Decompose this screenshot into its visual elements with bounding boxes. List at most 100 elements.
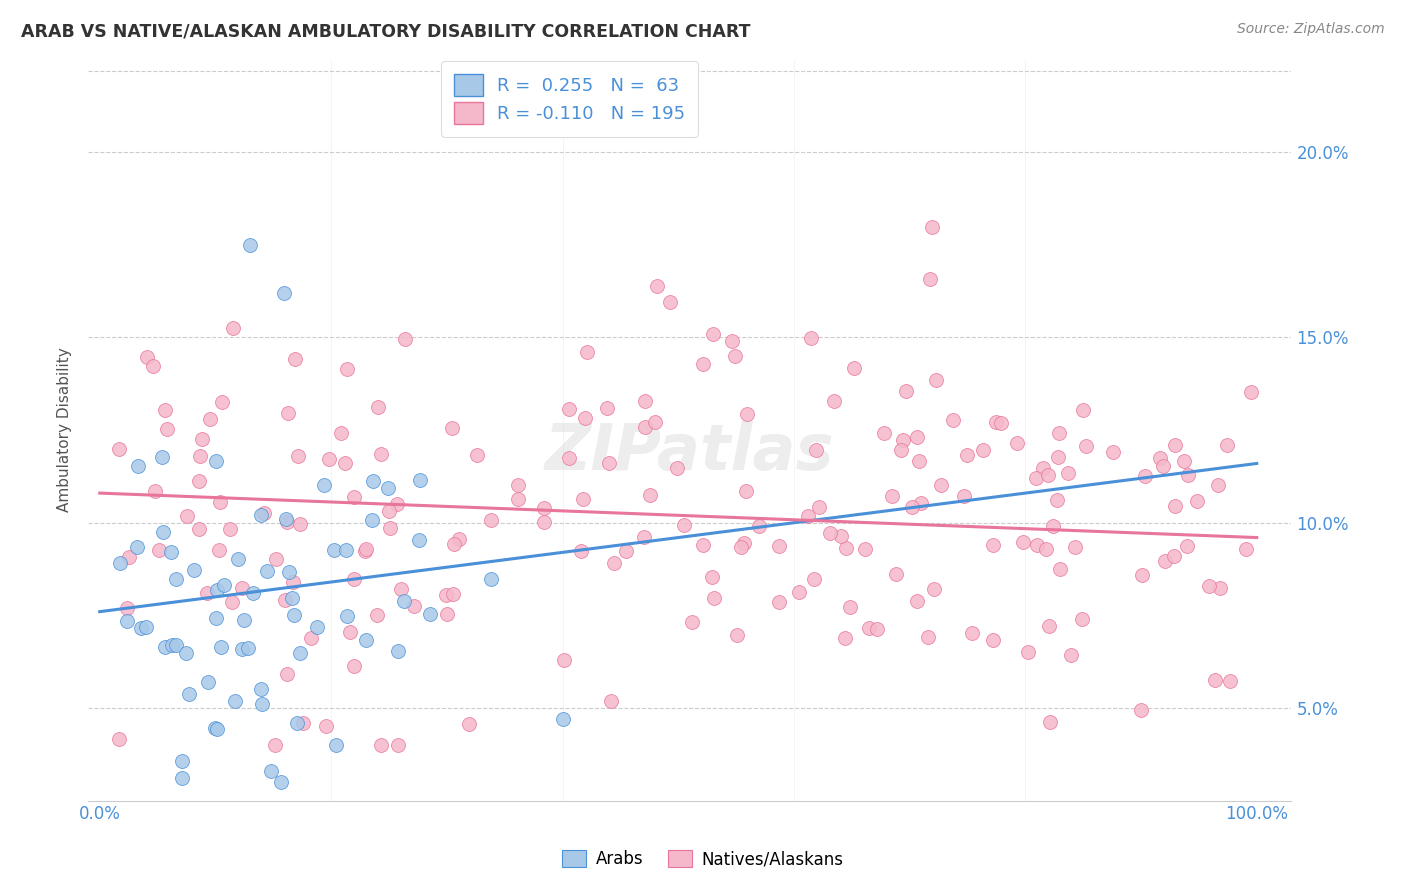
Point	[1076, 439, 1098, 453]
Point	[575, 115, 598, 129]
Point	[838, 599, 860, 614]
Point	[231, 582, 253, 596]
Point	[1047, 450, 1070, 464]
Point	[156, 422, 179, 436]
Point	[960, 626, 983, 640]
Point	[1175, 539, 1198, 553]
Point	[280, 591, 302, 605]
Point	[115, 614, 138, 628]
Point	[1017, 645, 1039, 659]
Point	[479, 513, 502, 527]
Point	[804, 443, 827, 458]
Point	[638, 488, 661, 502]
Point	[1204, 673, 1226, 688]
Point	[1047, 425, 1070, 440]
Point	[1206, 478, 1229, 492]
Point	[1005, 436, 1028, 450]
Point	[195, 586, 218, 600]
Point	[942, 413, 965, 427]
Point	[692, 357, 714, 371]
Point	[242, 586, 264, 600]
Point	[835, 541, 858, 555]
Point	[884, 566, 907, 581]
Point	[160, 545, 183, 559]
Point	[315, 718, 337, 732]
Point	[917, 630, 939, 644]
Point	[666, 461, 689, 475]
Point	[250, 697, 273, 711]
Point	[921, 219, 943, 234]
Point	[354, 544, 377, 558]
Point	[1153, 554, 1175, 568]
Point	[1063, 540, 1085, 554]
Point	[408, 533, 430, 547]
Point	[136, 350, 159, 364]
Point	[820, 525, 842, 540]
Point	[378, 503, 401, 517]
Point	[890, 442, 912, 457]
Point	[176, 509, 198, 524]
Point	[823, 393, 845, 408]
Point	[274, 593, 297, 607]
Point	[797, 508, 820, 523]
Point	[733, 536, 755, 550]
Point	[263, 738, 285, 752]
Text: Source: ZipAtlas.com: Source: ZipAtlas.com	[1237, 22, 1385, 37]
Point	[553, 653, 575, 667]
Point	[273, 285, 295, 300]
Point	[224, 694, 246, 708]
Point	[598, 456, 620, 470]
Point	[205, 610, 228, 624]
Point	[1032, 461, 1054, 475]
Point	[1198, 579, 1220, 593]
Point	[276, 667, 298, 681]
Y-axis label: Ambulatory Disability: Ambulatory Disability	[58, 348, 72, 513]
Point	[283, 607, 305, 622]
Point	[692, 538, 714, 552]
Point	[725, 628, 748, 642]
Point	[218, 522, 240, 536]
Point	[250, 681, 273, 696]
Point	[981, 538, 1004, 552]
Point	[256, 564, 278, 578]
Point	[681, 615, 703, 629]
Point	[600, 694, 623, 708]
Point	[458, 717, 481, 731]
Point	[633, 530, 655, 544]
Point	[834, 631, 856, 645]
Point	[441, 586, 464, 600]
Point	[222, 320, 245, 334]
Point	[506, 478, 529, 492]
Point	[188, 450, 211, 464]
Point	[1163, 549, 1185, 564]
Point	[204, 721, 226, 735]
Point	[981, 633, 1004, 648]
Point	[165, 638, 187, 652]
Point	[551, 712, 574, 726]
Point	[165, 573, 187, 587]
Point	[603, 557, 626, 571]
Point	[343, 659, 366, 673]
Point	[1240, 384, 1263, 399]
Point	[370, 447, 392, 461]
Point	[142, 359, 165, 373]
Point	[207, 542, 229, 557]
Point	[305, 619, 328, 633]
Point	[385, 498, 408, 512]
Point	[335, 543, 357, 558]
Point	[436, 607, 458, 621]
Point	[387, 738, 409, 752]
Point	[226, 552, 249, 566]
Point	[1046, 493, 1069, 508]
Point	[735, 408, 758, 422]
Point	[191, 432, 214, 446]
Point	[575, 344, 598, 359]
Point	[205, 722, 228, 736]
Point	[1234, 541, 1257, 556]
Point	[333, 456, 356, 470]
Point	[209, 640, 232, 654]
Point	[808, 500, 831, 514]
Point	[920, 272, 942, 286]
Point	[343, 572, 366, 586]
Point	[392, 594, 415, 608]
